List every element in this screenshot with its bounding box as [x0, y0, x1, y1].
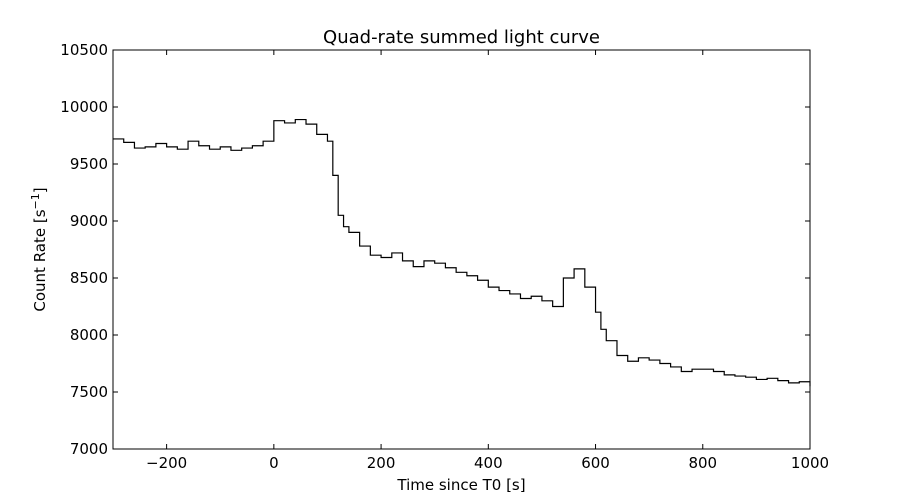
- y-tick-label: 10500: [60, 41, 108, 59]
- x-tick-label: 800: [688, 454, 717, 472]
- y-axis-label-superscript: −1: [29, 193, 42, 209]
- y-tick-label: 8500: [70, 269, 108, 287]
- y-axis-label-main: Count Rate [s: [31, 209, 49, 311]
- y-tick-label: 9500: [70, 155, 108, 173]
- y-tick-label: 7500: [70, 383, 108, 401]
- light-curve-series-0: [113, 118, 811, 387]
- x-axis-label: Time since T0 [s]: [396, 476, 525, 494]
- plot-area: [113, 118, 811, 387]
- x-tick-label: 200: [367, 454, 396, 472]
- y-axis-label-end: ]: [31, 187, 49, 193]
- y-tick-label: 7000: [70, 440, 108, 458]
- x-axis: −200 0 200 400 600 800 1000: [146, 50, 829, 472]
- plot-frame: [112, 49, 811, 450]
- x-tick-label: 400: [474, 454, 503, 472]
- y-axis: 7000 7500 8000 8500 9000 9500 10000 10500: [60, 41, 810, 458]
- y-tick-label: 9000: [70, 212, 108, 230]
- chart-title: Quad-rate summed light curve: [323, 27, 600, 48]
- y-axis-label: Count Rate [s−1]: [29, 187, 49, 311]
- y-tick-label: 8000: [70, 326, 108, 344]
- x-tick-label: 600: [581, 454, 610, 472]
- y-tick-label: 10000: [60, 98, 108, 116]
- x-tick-label: −200: [146, 454, 187, 472]
- x-tick-label: 0: [269, 454, 279, 472]
- x-tick-label: 1000: [791, 454, 829, 472]
